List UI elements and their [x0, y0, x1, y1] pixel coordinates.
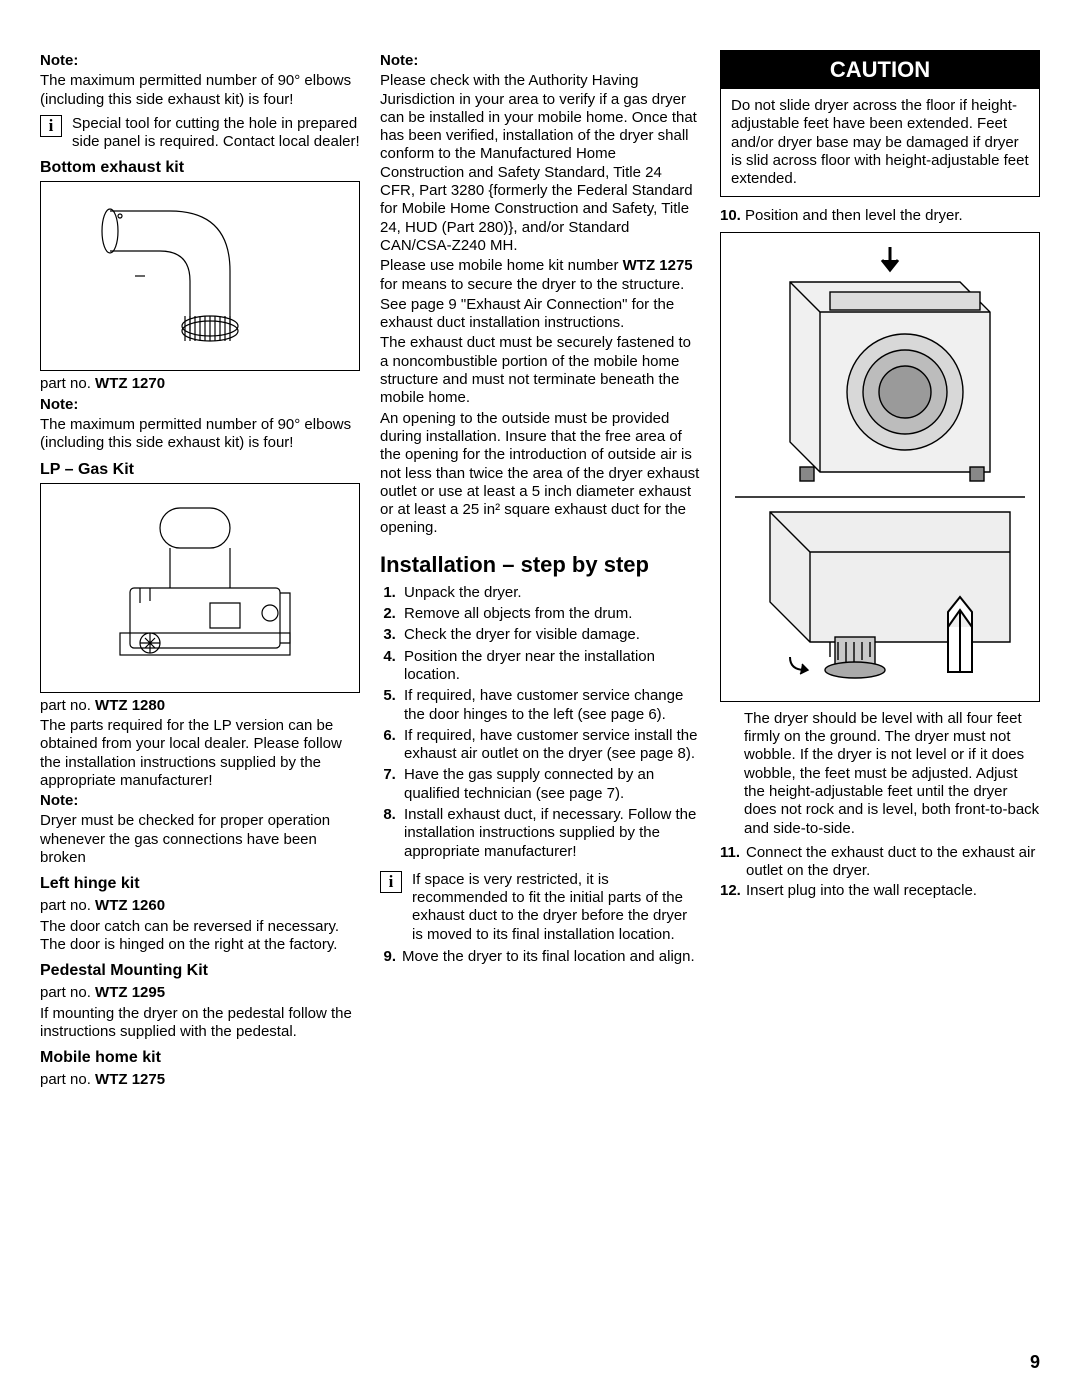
info-row: i Special tool for cutting the hole in p… [40, 115, 360, 152]
note-text: The maximum permitted number of 90° elbo… [40, 72, 360, 109]
note-text: Dryer must be checked for proper operati… [40, 812, 360, 867]
info-icon: i [380, 871, 402, 893]
lp-text: The parts required for the LP version ca… [40, 717, 360, 790]
kit-heading: Bottom exhaust kit [40, 159, 360, 177]
opening-text: An opening to the outside must be provid… [380, 410, 700, 538]
step-9-row: 9. Move the dryer to its final location … [380, 948, 700, 966]
kit-heading: LP – Gas Kit [40, 461, 360, 479]
install-step: Remove all objects from the drum. [400, 605, 700, 623]
part-number-line: part no. WTZ 1295 [40, 984, 360, 1002]
info-icon: i [40, 115, 62, 137]
caution-box: CAUTION Do not slide dryer across the fl… [720, 50, 1040, 197]
step-text: Insert plug into the wall receptacle. [746, 882, 1040, 900]
part-number: WTZ 1270 [95, 375, 165, 392]
install-step: If required, have customer service insta… [400, 727, 700, 764]
kit-heading: Left hinge kit [40, 875, 360, 893]
part-number: WTZ 1275 [95, 1071, 165, 1088]
note-label: Note: [40, 792, 360, 810]
text-post: for means to secure the dryer to the str… [380, 276, 684, 293]
install-steps-list: Unpack the dryer. Remove all objects from… [380, 584, 700, 861]
text-pre: Please use mobile home kit number [380, 257, 623, 274]
note-label: Note: [380, 52, 700, 70]
part-prefix: part no. [40, 984, 95, 1001]
install-step: Install exhaust duct, if necessary. Foll… [400, 806, 700, 861]
install-heading: Installation – step by step [380, 552, 700, 578]
step-10-line: 10. Position and then level the dryer. [720, 207, 1040, 225]
dryer-leveling-illustration [730, 242, 1030, 692]
kit-heading: Pedestal Mounting Kit [40, 962, 360, 980]
install-step: Position the dryer near the installation… [400, 648, 700, 685]
figure-dryer-level [720, 232, 1040, 702]
part-number: WTZ 1295 [95, 984, 165, 1001]
note-label: Note: [40, 396, 360, 414]
columns-container: Note: The maximum permitted number of 90… [40, 50, 1040, 1091]
column-2: Note: Please check with the Authority Ha… [380, 50, 700, 1091]
part-number-line: part no. WTZ 1275 [40, 1071, 360, 1089]
step-number: 9. [380, 948, 402, 966]
step-number: 11. [720, 844, 746, 881]
info-text: If space is very restricted, it is recom… [412, 871, 700, 944]
part-number: WTZ 1260 [95, 897, 165, 914]
part-prefix: part no. [40, 375, 95, 392]
step-text: Connect the exhaust duct to the exhaust … [746, 844, 1040, 881]
step-text: Move the dryer to its final location and… [402, 948, 700, 966]
kit-heading: Mobile home kit [40, 1049, 360, 1067]
part-number-line: part no. WTZ 1270 [40, 375, 360, 393]
page: Note: The maximum permitted number of 90… [0, 0, 1080, 1397]
step-number: 10. [720, 207, 741, 224]
install-step: Check the dryer for visible damage. [400, 626, 700, 644]
step-11-row: 11. Connect the exhaust duct to the exha… [720, 844, 1040, 881]
caution-header: CAUTION [721, 51, 1039, 89]
text-bold: WTZ 1275 [623, 257, 693, 274]
figure-lp-gas [40, 483, 360, 693]
elbow-duct-illustration [70, 191, 330, 361]
figure-bottom-exhaust [40, 181, 360, 371]
mobile-kit-text: Please use mobile home kit number WTZ 12… [380, 257, 700, 294]
install-step: Have the gas supply connected by an qual… [400, 766, 700, 803]
part-prefix: part no. [40, 897, 95, 914]
authority-text: Please check with the Authority Having J… [380, 72, 700, 255]
pedestal-text: If mounting the dryer on the pedestal fo… [40, 1005, 360, 1042]
lefthinge-text: The door catch can be reversed if necess… [40, 918, 360, 955]
part-prefix: part no. [40, 697, 95, 714]
part-number-line: part no. WTZ 1260 [40, 897, 360, 915]
note-text: The maximum permitted number of 90° elbo… [40, 416, 360, 453]
step-text: Position and then level the dryer. [741, 207, 963, 224]
see-page-text: See page 9 "Exhaust Air Connection" for … [380, 296, 700, 333]
column-1: Note: The maximum permitted number of 90… [40, 50, 360, 1091]
duct-fasten-text: The exhaust duct must be securely fasten… [380, 334, 700, 407]
note-label: Note: [40, 52, 360, 70]
part-number-line: part no. WTZ 1280 [40, 697, 360, 715]
caution-body: Do not slide dryer across the floor if h… [721, 89, 1039, 196]
column-3: CAUTION Do not slide dryer across the fl… [720, 50, 1040, 1091]
install-step: If required, have customer service chang… [400, 687, 700, 724]
page-number: 9 [1030, 1352, 1040, 1373]
part-number: WTZ 1280 [95, 697, 165, 714]
level-instruction-text: The dryer should be level with all four … [720, 710, 1040, 838]
info-text: Special tool for cutting the hole in pre… [72, 115, 360, 152]
info-row: i If space is very restricted, it is rec… [380, 871, 700, 944]
step-12-row: 12. Insert plug into the wall receptacle… [720, 882, 1040, 900]
gas-valve-illustration [70, 493, 330, 683]
step-number: 12. [720, 882, 746, 900]
install-step: Unpack the dryer. [400, 584, 700, 602]
part-prefix: part no. [40, 1071, 95, 1088]
